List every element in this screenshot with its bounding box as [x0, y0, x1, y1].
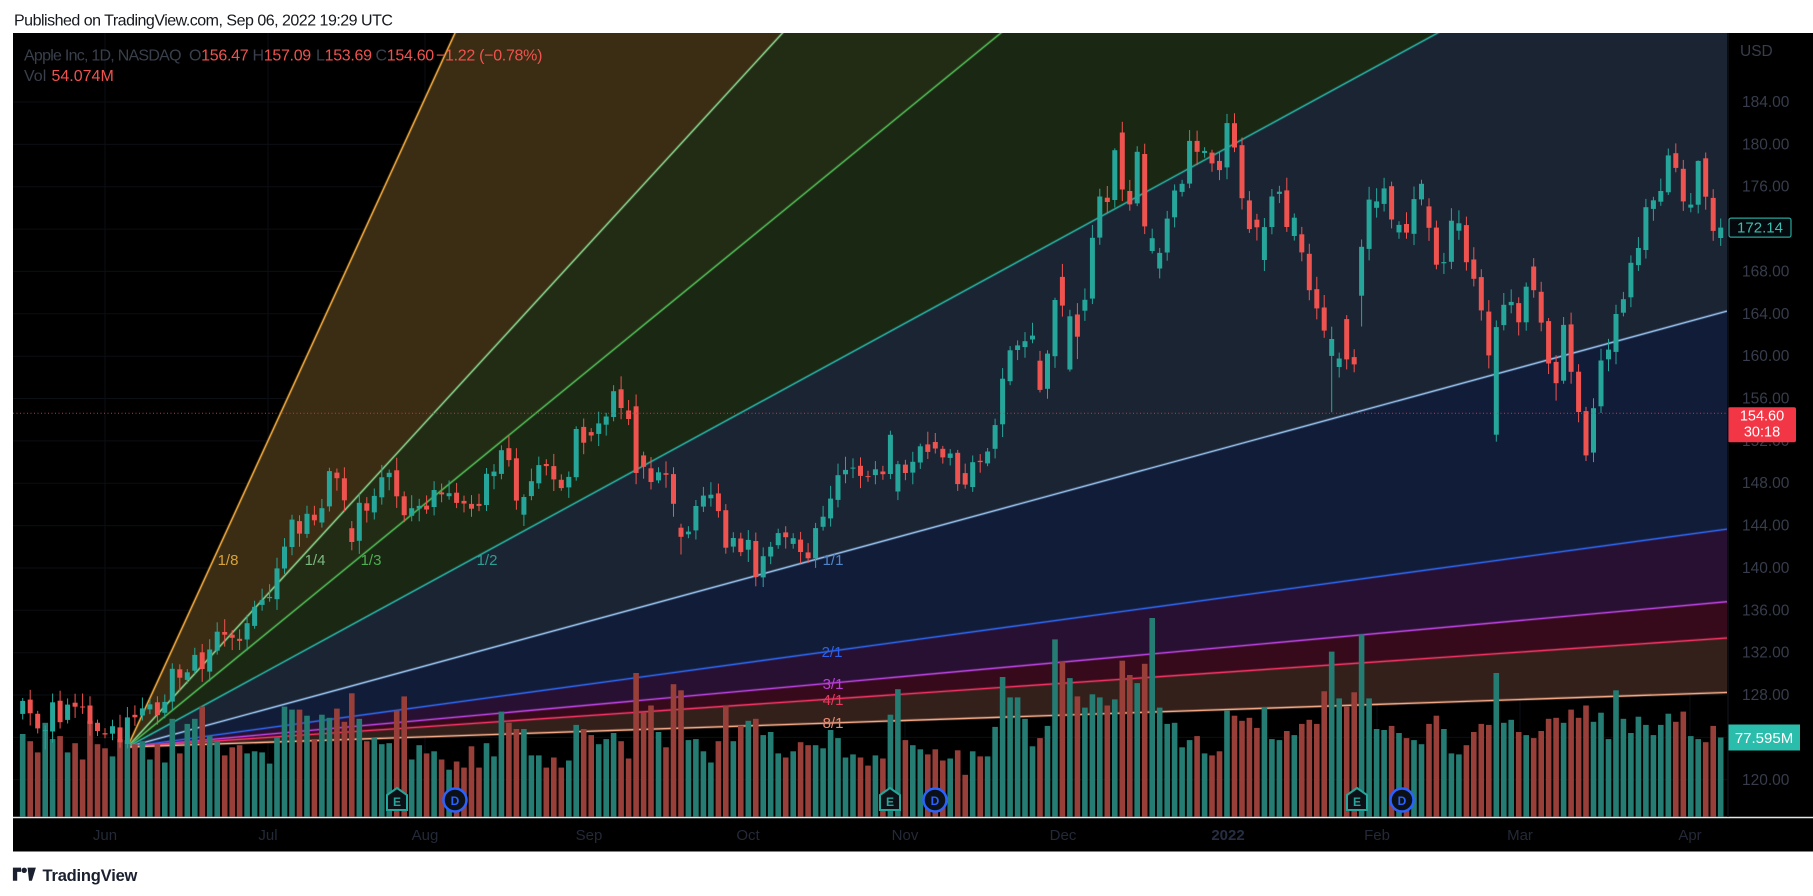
svg-text:128.00: 128.00	[1742, 687, 1790, 704]
svg-text:172.14: 172.14	[1737, 220, 1783, 237]
svg-text:2022: 2022	[1211, 827, 1244, 844]
svg-text:156.00: 156.00	[1742, 391, 1790, 408]
svg-text:176.00: 176.00	[1742, 179, 1790, 196]
svg-text:Feb: Feb	[1364, 827, 1390, 844]
svg-text:D: D	[931, 794, 940, 808]
svg-text:144.00: 144.00	[1742, 518, 1790, 535]
svg-text:3/1: 3/1	[823, 676, 844, 693]
svg-text:4/1: 4/1	[823, 692, 844, 709]
svg-text:30:18: 30:18	[1744, 424, 1780, 440]
svg-text:Sep: Sep	[576, 827, 603, 844]
svg-text:164.00: 164.00	[1742, 306, 1790, 323]
svg-text:Jul: Jul	[258, 827, 277, 844]
svg-text:D: D	[451, 794, 460, 808]
svg-text:D: D	[1398, 794, 1407, 808]
svg-text:136.00: 136.00	[1742, 602, 1790, 619]
svg-text:Nov: Nov	[892, 827, 919, 844]
svg-text:1/8: 1/8	[218, 552, 239, 569]
svg-text:184.00: 184.00	[1742, 94, 1790, 111]
svg-text:132.00: 132.00	[1742, 645, 1790, 662]
svg-text:Vol: Vol	[24, 68, 46, 85]
svg-text:168.00: 168.00	[1742, 263, 1790, 280]
svg-text:Mar: Mar	[1507, 827, 1533, 844]
svg-text:77.595M: 77.595M	[1735, 730, 1793, 747]
svg-text:Published on TradingView.com,: Published on TradingView.com, Sep 06, 20…	[14, 13, 392, 30]
svg-text:140.00: 140.00	[1742, 560, 1790, 577]
svg-text:2/1: 2/1	[822, 644, 843, 661]
svg-text:1/3: 1/3	[361, 552, 382, 569]
svg-text:1/2: 1/2	[477, 552, 498, 569]
svg-text:54.074M: 54.074M	[52, 68, 114, 85]
svg-text:Apple Inc, 1D, NASDAQ: Apple Inc, 1D, NASDAQ	[24, 48, 181, 65]
svg-text:154.60: 154.60	[1740, 408, 1784, 424]
svg-text:160.00: 160.00	[1742, 348, 1790, 365]
svg-text:Jun: Jun	[93, 827, 117, 844]
svg-text:120.00: 120.00	[1742, 772, 1790, 789]
svg-text:Oct: Oct	[736, 827, 760, 844]
svg-text:Aug: Aug	[412, 827, 439, 844]
svg-text:8/1: 8/1	[823, 715, 844, 732]
svg-text:Apr: Apr	[1678, 827, 1701, 844]
svg-text:1/4: 1/4	[305, 552, 326, 569]
svg-text:148.00: 148.00	[1742, 475, 1790, 492]
svg-text:Dec: Dec	[1050, 827, 1077, 844]
svg-text:TradingView: TradingView	[43, 867, 138, 885]
svg-text:1/1: 1/1	[823, 552, 844, 569]
svg-text:E: E	[886, 795, 894, 809]
svg-text:E: E	[1353, 795, 1361, 809]
svg-text:USD: USD	[1740, 43, 1773, 60]
svg-text:180.00: 180.00	[1742, 136, 1790, 153]
svg-text:E: E	[393, 795, 401, 809]
